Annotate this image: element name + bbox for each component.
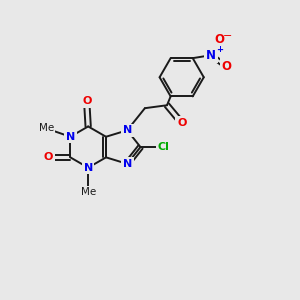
Text: Cl: Cl <box>158 142 169 152</box>
Text: −: − <box>223 32 232 41</box>
Text: O: O <box>177 118 186 128</box>
Text: N: N <box>123 159 132 169</box>
Text: O: O <box>221 60 231 73</box>
Text: N: N <box>66 132 75 142</box>
Text: Me: Me <box>38 123 54 133</box>
Text: O: O <box>44 152 53 162</box>
Text: N: N <box>206 49 216 62</box>
Text: O: O <box>214 33 224 46</box>
Text: O: O <box>82 96 92 106</box>
Text: Me: Me <box>80 187 96 197</box>
Text: N: N <box>83 163 93 173</box>
Text: +: + <box>216 45 223 54</box>
Text: N: N <box>123 125 132 135</box>
